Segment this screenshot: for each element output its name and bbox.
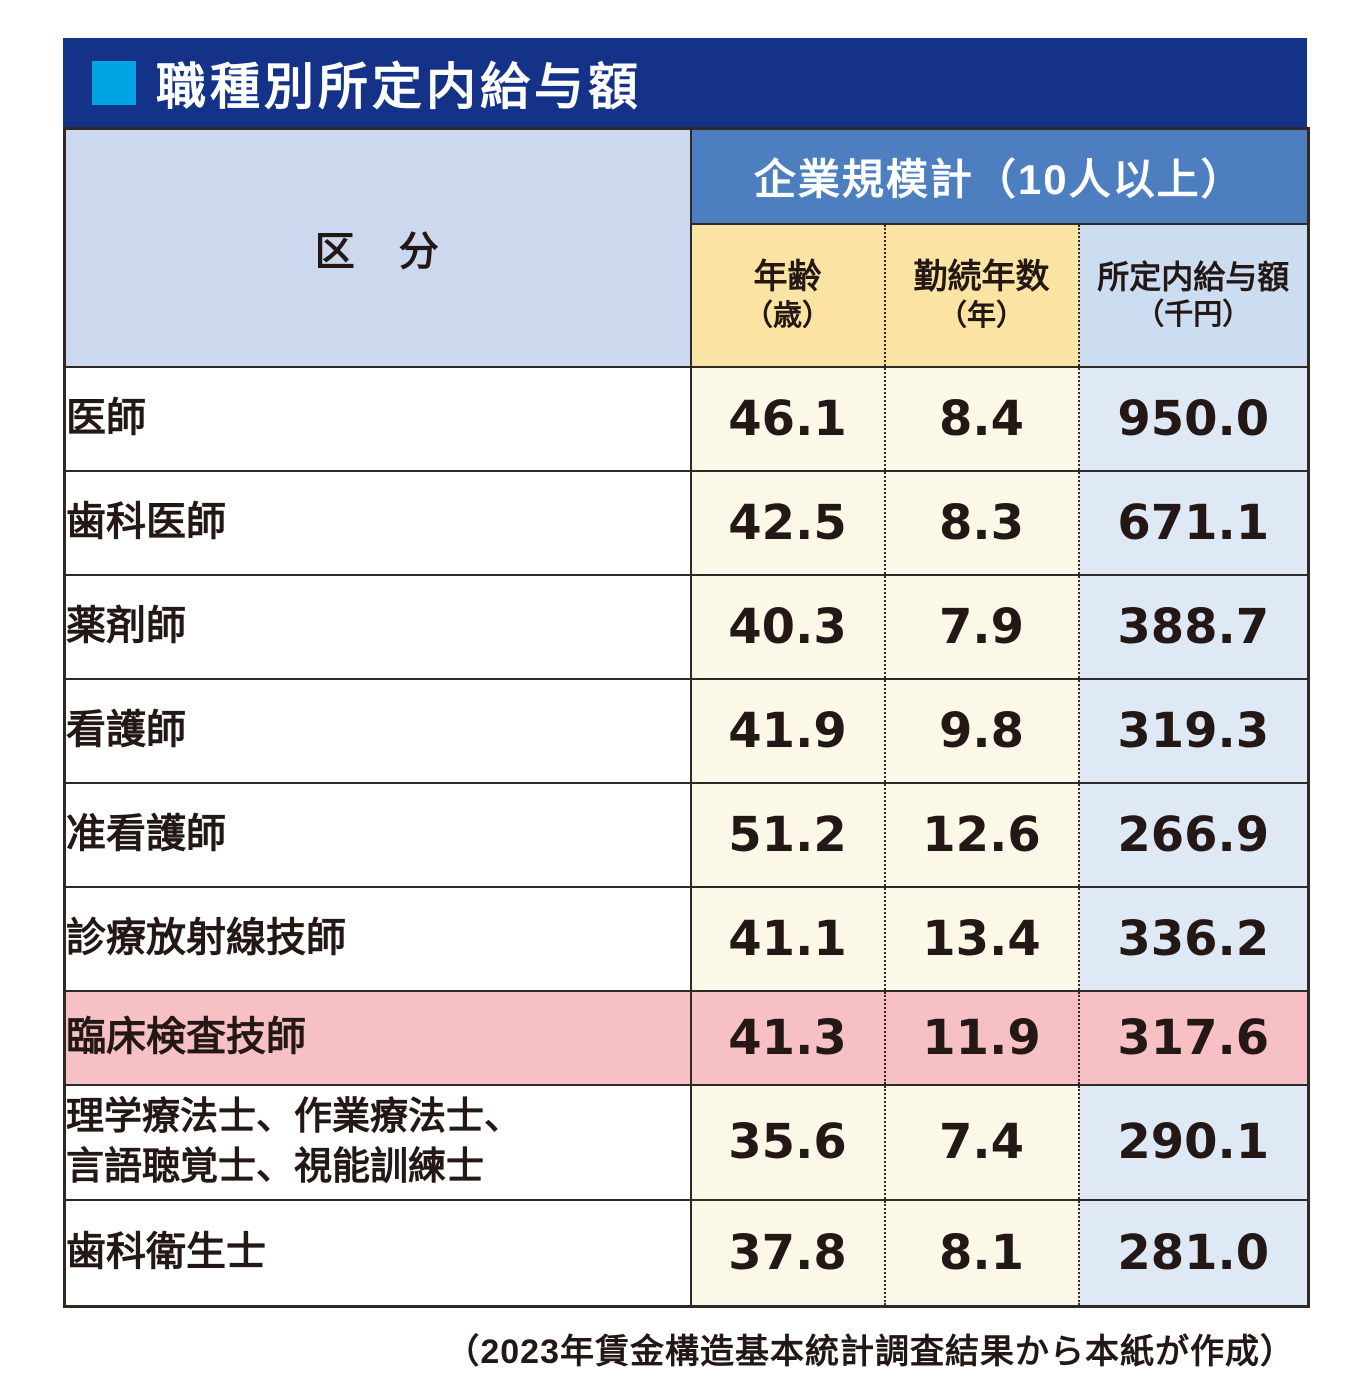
title-bar: 職種別所定内給与額 <box>63 38 1307 127</box>
age-cell: 42.5 <box>689 469 886 576</box>
category-cell: 臨床検査技師 <box>63 989 692 1086</box>
source-note: （2023年賃金構造基本統計調査結果から本紙が作成） <box>445 1333 1295 1371</box>
table-row: 歯科医師 42.5 8.3 671.1 <box>63 469 1310 576</box>
col-header-salary-unit: （千円） <box>1135 298 1252 331</box>
col-header-age: 年齢 （歳） <box>689 222 886 368</box>
corner-header-kubun: 区 分 <box>63 127 692 368</box>
age-cell: 51.2 <box>689 781 886 888</box>
page-title: 職種別所定内給与額 <box>156 58 642 115</box>
category-cell: 歯科衛生士 <box>63 1198 692 1308</box>
category-cell: 理学療法士、作業療法士、 言語聴覚士、視能訓練士 <box>63 1083 692 1201</box>
salary-table-figure: 職種別所定内給与額 区 分 企業規模計（10人以上） 年齢 （歳） 勤続年数 （… <box>63 38 1310 1373</box>
table-row: 薬剤師 40.3 7.9 388.7 <box>63 573 1310 680</box>
age-cell: 41.9 <box>689 677 886 784</box>
tenure-cell: 8.1 <box>883 1198 1080 1308</box>
salary-cell: 266.9 <box>1077 781 1310 888</box>
table-header-row-columns: 年齢 （歳） 勤続年数 （年） 所定内給与額 （千円） <box>65 222 1310 368</box>
col-header-tenure-unit: （年） <box>937 300 1025 333</box>
salary-cell: 671.1 <box>1077 469 1310 576</box>
salary-cell: 388.7 <box>1077 573 1310 680</box>
salary-cell: 281.0 <box>1077 1198 1310 1308</box>
table-row-highlighted: 臨床検査技師 41.3 11.9 317.6 <box>63 989 1310 1086</box>
table-row: 准看護師 51.2 12.6 266.9 <box>63 781 1310 888</box>
tenure-cell: 12.6 <box>883 781 1080 888</box>
tenure-cell: 7.9 <box>883 573 1080 680</box>
category-cell: 看護師 <box>63 677 692 784</box>
age-cell: 41.1 <box>689 885 886 992</box>
salary-cell: 336.2 <box>1077 885 1310 992</box>
group-header-company-size: 企業規模計（10人以上） <box>689 127 1310 225</box>
category-cell: 准看護師 <box>63 781 692 888</box>
col-header-tenure: 勤続年数 （年） <box>883 222 1080 368</box>
col-header-age-label: 年齢 <box>753 257 822 296</box>
salary-cell: 317.6 <box>1077 989 1310 1086</box>
col-header-salary-label: 所定内給与額 <box>1097 258 1290 295</box>
col-header-age-unit: （歳） <box>743 300 831 333</box>
table-row: 診療放射線技師 41.1 13.4 336.2 <box>63 885 1310 992</box>
tenure-cell: 7.4 <box>883 1083 1080 1201</box>
table-row: 歯科衛生士 37.8 8.1 281.0 <box>63 1198 1310 1308</box>
tenure-cell: 8.4 <box>883 365 1080 472</box>
tenure-cell: 8.3 <box>883 469 1080 576</box>
salary-table: 区 分 企業規模計（10人以上） 年齢 （歳） 勤続年数 （年） 所定内給与額 … <box>63 127 1310 1308</box>
age-cell: 40.3 <box>689 573 886 680</box>
age-cell: 41.3 <box>689 989 886 1086</box>
age-cell: 37.8 <box>689 1198 886 1308</box>
square-bullet-icon <box>92 60 136 105</box>
table-row: 理学療法士、作業療法士、 言語聴覚士、視能訓練士 35.6 7.4 290.1 <box>63 1083 1310 1201</box>
tenure-cell: 11.9 <box>883 989 1080 1086</box>
age-cell: 35.6 <box>689 1083 886 1201</box>
category-cell: 薬剤師 <box>63 573 692 680</box>
salary-cell: 319.3 <box>1077 677 1310 784</box>
category-cell: 医師 <box>63 365 692 472</box>
col-header-salary: 所定内給与額 （千円） <box>1077 222 1310 368</box>
salary-cell: 290.1 <box>1077 1083 1310 1201</box>
table-header-row-group: 区 分 企業規模計（10人以上） <box>63 127 1310 368</box>
table-row: 看護師 41.9 9.8 319.3 <box>63 677 1310 784</box>
table-row: 医師 46.1 8.4 950.0 <box>63 365 1310 472</box>
category-cell: 診療放射線技師 <box>63 885 692 992</box>
tenure-cell: 13.4 <box>883 885 1080 992</box>
col-header-tenure-label: 勤続年数 <box>913 257 1050 296</box>
salary-cell: 950.0 <box>1077 365 1310 472</box>
tenure-cell: 9.8 <box>883 677 1080 784</box>
age-cell: 46.1 <box>689 365 886 472</box>
category-cell: 歯科医師 <box>63 469 692 576</box>
